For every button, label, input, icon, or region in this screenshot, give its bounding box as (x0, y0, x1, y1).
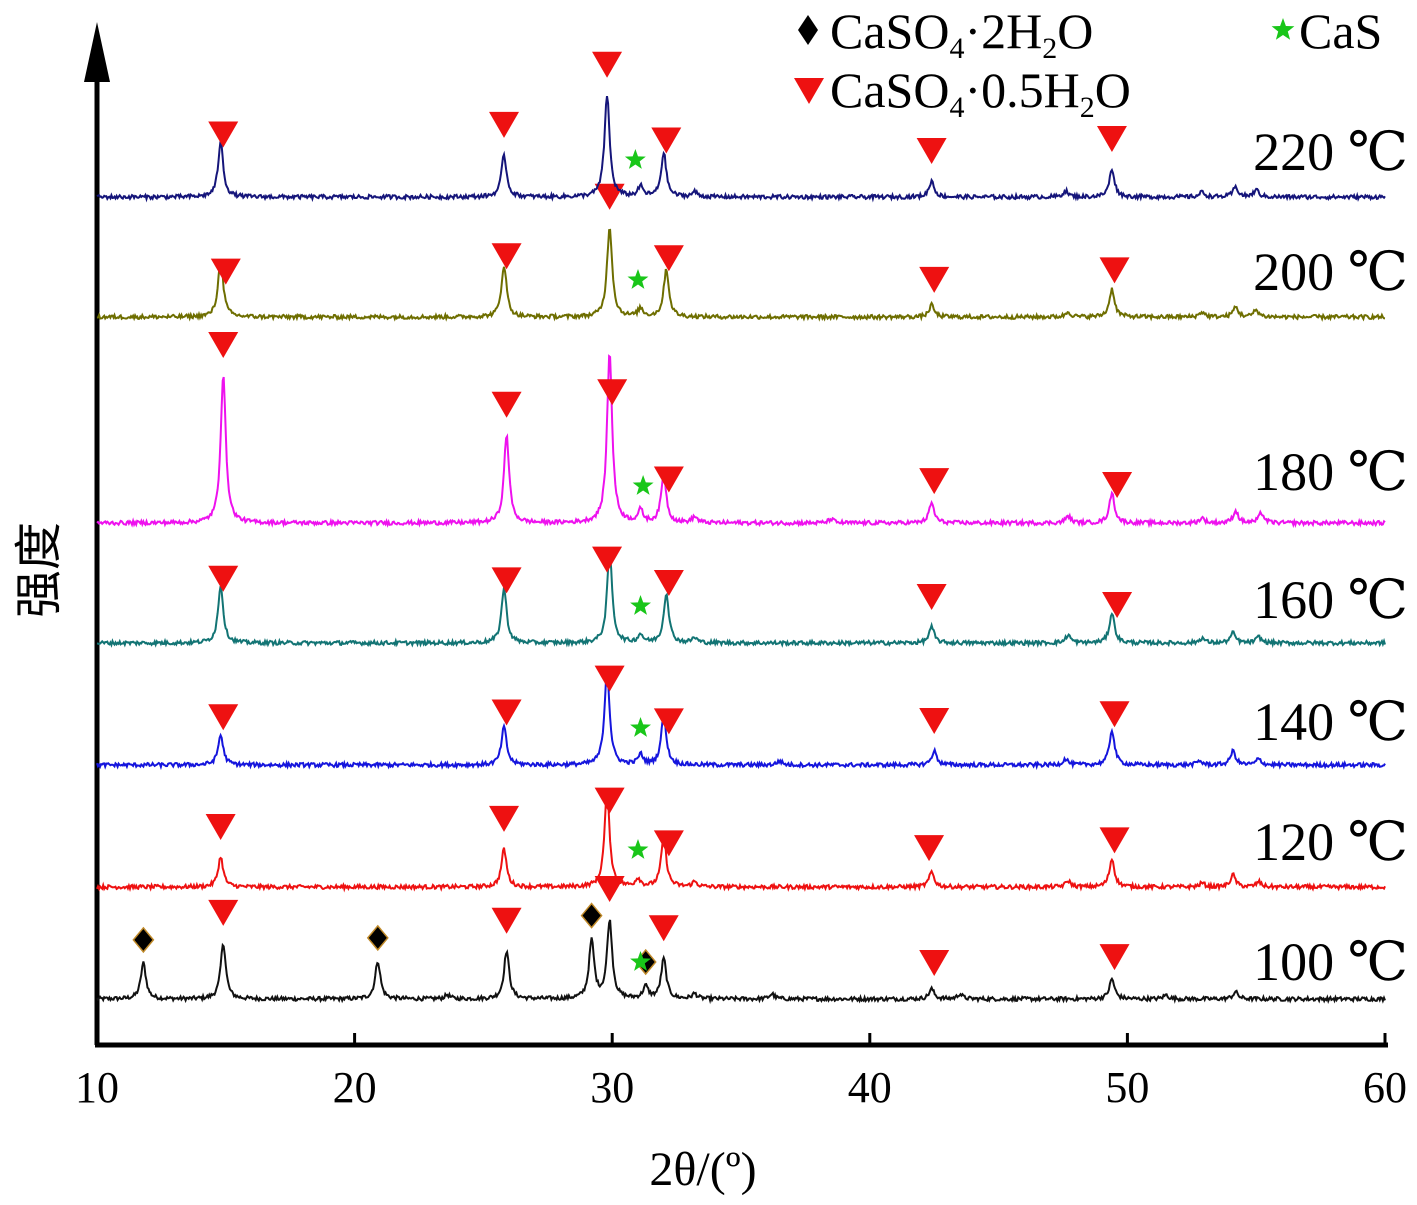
series-1: 120 ℃ (96, 787, 1408, 893)
series-0: 100 ℃ (96, 876, 1408, 1005)
hemihydrate-marker (1099, 827, 1130, 854)
hemihydrate-marker (208, 331, 239, 358)
hemihydrate-marker (208, 565, 239, 592)
legend-item-dihydrate: CaSO4·2H2O (798, 3, 1093, 65)
series-label: 160 ℃ (1253, 570, 1408, 630)
hemihydrate-marker (210, 258, 241, 285)
series-2: 140 ℃ (96, 665, 1408, 771)
hemihydrate-marker (208, 121, 239, 148)
hemihydrate-marker (653, 466, 684, 493)
hemihydrate-marker (491, 907, 522, 934)
hemihydrate-marker (594, 876, 625, 903)
hemihydrate-marker (653, 245, 684, 272)
hemihydrate-marker (205, 813, 236, 840)
cas-marker (630, 717, 651, 737)
hemihydrate-marker (651, 127, 682, 154)
hemihydrate-marker (491, 699, 522, 726)
dihydrate-marker (580, 902, 603, 929)
x-tick-label: 30 (590, 1063, 634, 1112)
hemihydrate-marker (491, 567, 522, 594)
hemihydrate-marker (1099, 944, 1130, 971)
axes (84, 22, 1388, 1048)
series-3: 160 ℃ (96, 546, 1408, 649)
star-marker-icon (1271, 18, 1295, 40)
legend-item-cas: CaS (1271, 3, 1382, 59)
x-axis-label: 2θ/(º) (649, 1143, 756, 1196)
hemihydrate-marker (594, 665, 625, 692)
series-line (96, 793, 1386, 893)
series-6: 220 ℃ (96, 51, 1408, 203)
hemihydrate-marker (491, 391, 522, 418)
series-4: 180 ℃ (96, 331, 1408, 529)
hemihydrate-marker (919, 468, 950, 495)
hemihydrate-marker (594, 183, 625, 210)
hemihydrate-marker (916, 137, 947, 164)
hemihydrate-marker (914, 835, 945, 862)
hemihydrate-marker (489, 805, 520, 832)
hemihydrate-marker (1096, 125, 1127, 152)
cas-marker (627, 839, 649, 859)
series-line (96, 354, 1386, 529)
triangle-marker-icon (794, 78, 824, 104)
cas-marker (624, 149, 646, 169)
series-line (96, 919, 1386, 1005)
series-line (96, 228, 1386, 322)
hemihydrate-marker (653, 830, 684, 857)
hemihydrate-marker (1102, 591, 1133, 618)
dihydrate-marker (132, 926, 155, 954)
hemihydrate-marker (916, 583, 947, 610)
x-tick-label: 20 (333, 1063, 377, 1112)
x-ticks: 10 20 30 40 50 60 (75, 1033, 1407, 1112)
cas-marker (632, 475, 654, 495)
hemihydrate-marker (1102, 471, 1133, 498)
hemihydrate-marker (592, 546, 623, 573)
series-line (96, 554, 1386, 649)
series-label: 220 ℃ (1253, 122, 1408, 182)
hemihydrate-marker (592, 51, 623, 78)
hemihydrate-marker (489, 111, 520, 138)
series-label: 200 ℃ (1253, 242, 1408, 302)
hemihydrate-marker (597, 379, 628, 406)
hemihydrate-marker (491, 243, 522, 270)
dihydrate-marker (366, 924, 389, 952)
legend-label-hemihydrate: CaSO4·0.5H2O (830, 62, 1131, 124)
hemihydrate-marker (919, 266, 950, 293)
hemihydrate-marker (1099, 701, 1130, 728)
series-line (96, 670, 1386, 771)
hemihydrate-marker (648, 915, 679, 942)
hemihydrate-marker (653, 708, 684, 735)
x-tick-label: 60 (1363, 1063, 1407, 1112)
hemihydrate-marker (208, 704, 239, 731)
series-label: 140 ℃ (1253, 692, 1408, 752)
series-5: 200 ℃ (96, 183, 1408, 322)
y-axis-arrow (84, 22, 110, 82)
cas-marker (630, 595, 651, 615)
x-tick-label: 50 (1105, 1063, 1149, 1112)
diamond-marker-icon (798, 15, 818, 45)
y-axis-label: 强度 (13, 522, 66, 618)
hemihydrate-marker (919, 949, 950, 976)
series-group: 100 ℃ 120 ℃ 140 ℃ 160 ℃ 180 ℃ 200 ℃ 220 ℃ (96, 51, 1408, 1005)
hemihydrate-marker (208, 899, 239, 926)
hemihydrate-marker (653, 570, 684, 597)
series-label: 180 ℃ (1253, 442, 1408, 502)
x-tick-label: 10 (75, 1063, 119, 1112)
cas-marker (630, 951, 651, 971)
series-line (96, 95, 1386, 203)
hemihydrate-marker (594, 787, 625, 814)
legend-label-dihydrate: CaSO4·2H2O (830, 3, 1093, 65)
legend-label-cas: CaS (1299, 3, 1382, 59)
x-tick-label: 40 (848, 1063, 892, 1112)
hemihydrate-marker (919, 707, 950, 734)
series-label: 120 ℃ (1253, 812, 1408, 872)
series-label: 100 ℃ (1253, 932, 1408, 992)
legend-item-hemihydrate: CaSO4·0.5H2O (794, 62, 1131, 124)
hemihydrate-marker (1099, 257, 1130, 284)
cas-marker (627, 269, 649, 289)
legend: CaSO4·2H2O CaS CaSO4·0.5H2O (794, 3, 1382, 124)
